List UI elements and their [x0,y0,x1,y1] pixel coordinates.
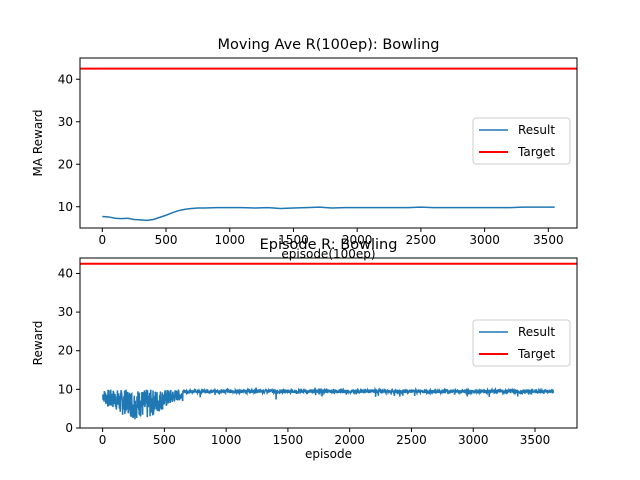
x-tick-label: 3500 [533,233,564,247]
x-tick-label: 1000 [214,233,245,247]
x-tick-label: 1500 [278,233,309,247]
x-tick-label: 1000 [211,433,242,447]
result-series-line [102,206,555,222]
moving-average-chart: 0 500 1000 1500 2000 2500 3000 350010203040epis… [31,37,578,261]
axes-frame [79,57,578,229]
x-tick-label: 2000 [334,433,365,447]
legend-result-label: Result [518,325,555,339]
result-series-line [101,386,555,420]
y-tick-label: 0 [65,421,73,435]
x-tick-label: 1500 [273,433,304,447]
y-tick-label: 10 [58,382,73,396]
x-tick-label: 2500 [406,233,437,247]
y-axis-label: MA Reward [31,109,45,176]
y-axis-label: Reward [31,321,45,366]
chart-title: Moving Ave R(100ep): Bowling [218,37,440,53]
x-axis-label: episode [305,447,352,461]
x-tick-label: 2500 [396,433,427,447]
x-tick-label: 3000 [458,433,489,447]
legend-target-label: Target [517,347,555,361]
x-tick-label: 2000 [342,233,373,247]
episode-reward-chart: 0 500 1000 1500 2000 2500 3000 3500 0 10 20 30 40 epi… [31,237,578,461]
x-tick-label: 500 [153,433,176,447]
x-tick-label: 0 [98,233,106,247]
chart-title: Episode R: Bowling [260,237,398,253]
y-tick-label: 40 [58,72,73,86]
y-tick-label: 30 [58,115,73,129]
y-tick-label: 10 [58,200,73,214]
x-tick-label: 3000 [469,233,500,247]
plot-data [80,262,577,420]
x-tick-label: 0 [99,433,107,447]
axes-frame [79,257,578,429]
y-tick-label: 30 [58,305,73,319]
legend-target-label: Target [517,145,555,159]
y-tick-label: 20 [58,157,73,171]
legend: Result Target [472,117,571,165]
legend-result-label: Result [518,123,555,137]
plot-data [80,67,577,222]
y-tick-label: 20 [58,344,73,358]
x-tick-label: 500 [155,233,178,247]
y-tick-label: 40 [58,266,73,280]
legend: Result Target [472,319,571,367]
x-tick-label: 3500 [520,433,551,447]
